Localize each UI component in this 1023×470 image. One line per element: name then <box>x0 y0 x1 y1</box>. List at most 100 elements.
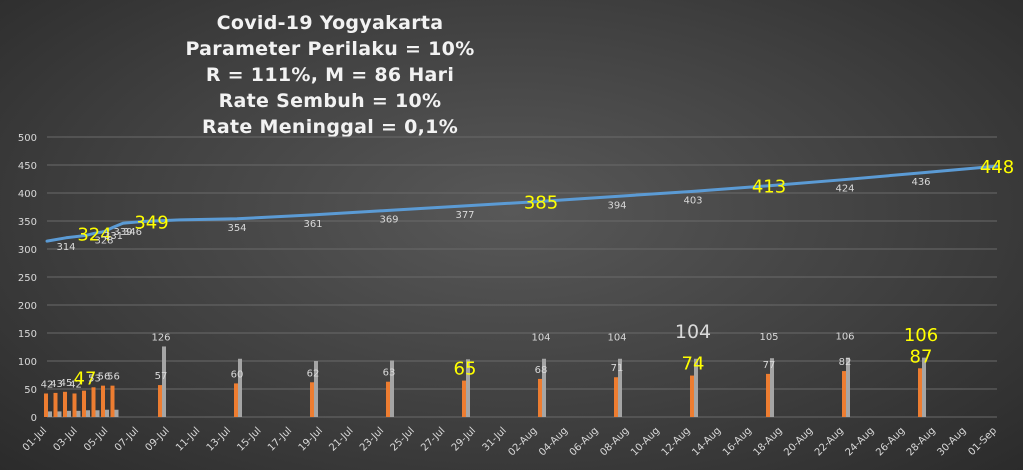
y-tick-label: 100 <box>18 357 37 368</box>
y-tick-label: 150 <box>18 329 37 340</box>
x-tick-label: 25-Jul <box>389 425 417 453</box>
bar-data-label: 71 <box>611 363 624 374</box>
bar <box>694 358 698 417</box>
bar-data-label: 77 <box>763 360 776 371</box>
line-data-label: 331 <box>104 231 123 242</box>
bar <box>462 380 466 417</box>
y-tick-label: 250 <box>18 273 37 284</box>
x-tick-label: 31-Jul <box>481 425 509 453</box>
bar-data-label: 53 <box>88 373 101 384</box>
line-data-label: 324 <box>77 224 111 245</box>
x-tick-label: 20-Aug <box>782 425 815 458</box>
bar <box>82 390 86 417</box>
title-line-2: Parameter Perilaku = 10% <box>185 38 475 60</box>
bar <box>386 381 390 417</box>
y-tick-label: 350 <box>18 217 37 228</box>
title-line-4: Rate Sembuh = 10% <box>218 90 442 112</box>
x-tick-label: 07-Jul <box>113 425 141 453</box>
bar-data-label: 104 <box>531 332 550 343</box>
line-data-label: 314 <box>56 242 75 253</box>
chart-title: Covid-19 Yogyakarta Parameter Perilaku =… <box>180 10 480 140</box>
bar-data-label: 104 <box>675 321 711 343</box>
x-tick-label: 12-Aug <box>660 425 693 458</box>
bar-data-label: 63 <box>383 368 396 379</box>
bar-data-label: 47 <box>74 369 97 390</box>
bar <box>922 357 926 417</box>
bar <box>57 411 62 417</box>
x-tick-label: 09-Jul <box>143 425 171 453</box>
bar-data-label: 45 <box>60 378 73 389</box>
bar <box>53 392 58 417</box>
x-tick-label: 30-Aug <box>935 425 968 458</box>
bar-data-label: 42 <box>41 379 54 390</box>
x-tick-label: 10-Aug <box>629 425 662 458</box>
line-data-label: 403 <box>683 195 702 206</box>
x-tick-label: 21-Jul <box>327 425 355 453</box>
x-tick-label: 24-Aug <box>844 425 877 458</box>
x-tick-label: 01-Sep <box>966 425 999 458</box>
y-tick-label: 200 <box>18 301 37 312</box>
x-tick-label: 15-Jul <box>235 425 263 453</box>
bar <box>690 375 694 417</box>
line-data-label: 328 <box>94 236 113 247</box>
bar-data-label: 57 <box>155 371 168 382</box>
bar <box>162 346 166 417</box>
bar-data-label: 56 <box>107 372 120 383</box>
bar <box>842 371 846 417</box>
x-tick-label: 22-Aug <box>813 425 846 458</box>
x-tick-label: 23-Jul <box>358 425 386 453</box>
bar <box>770 358 774 417</box>
bar <box>48 411 52 417</box>
bar-data-label: 105 <box>759 332 778 343</box>
x-tick-label: 14-Aug <box>690 425 723 458</box>
line-data-label: 385 <box>524 192 558 213</box>
x-tick-label: 16-Aug <box>721 425 754 458</box>
bar <box>72 393 77 417</box>
bar <box>101 385 105 417</box>
line-data-label: 436 <box>911 177 930 188</box>
bar <box>390 360 394 417</box>
bar <box>238 358 242 417</box>
line-data-label: 339 <box>113 227 132 238</box>
bar <box>314 361 318 417</box>
x-tick-label: 28-Aug <box>905 425 938 458</box>
bar <box>538 378 542 417</box>
bar <box>158 385 162 417</box>
x-tick-label: 27-Jul <box>419 425 447 453</box>
line-data-label: 424 <box>835 184 854 195</box>
y-tick-label: 400 <box>18 189 37 200</box>
bar-data-label: 42 <box>69 379 82 390</box>
x-tick-label: 03-Jul <box>52 425 80 453</box>
x-tick-label: 17-Jul <box>266 425 294 453</box>
bar <box>95 410 100 417</box>
bar <box>466 359 470 417</box>
y-tick-label: 300 <box>18 245 37 256</box>
y-tick-label: 450 <box>18 161 37 172</box>
x-tick-label: 19-Jul <box>297 425 325 453</box>
y-tick-label: 0 <box>31 413 37 424</box>
line-data-label: 349 <box>134 213 168 234</box>
bar <box>105 409 109 417</box>
bar-data-label: 82 <box>839 357 852 368</box>
bar <box>86 410 90 417</box>
x-tick-label: 06-Aug <box>568 425 601 458</box>
x-tick-label: 01-Jul <box>21 425 49 453</box>
bar-data-label: 56 <box>98 372 111 383</box>
bar <box>918 368 922 417</box>
x-tick-label: 08-Aug <box>598 425 631 458</box>
bar <box>846 357 850 417</box>
line-series <box>45 164 999 243</box>
x-tick-label: 02-Aug <box>506 425 539 458</box>
bar <box>110 385 115 417</box>
bar <box>44 393 48 417</box>
line-data-label: 413 <box>752 177 786 198</box>
x-tick-label: 18-Aug <box>752 425 785 458</box>
bar <box>310 382 314 417</box>
x-tick-label: 29-Jul <box>450 425 478 453</box>
bar-data-label: 43 <box>50 379 63 390</box>
bar <box>91 387 96 417</box>
line-data-label: 354 <box>227 223 246 234</box>
bar-data-label: 87 <box>910 346 933 367</box>
